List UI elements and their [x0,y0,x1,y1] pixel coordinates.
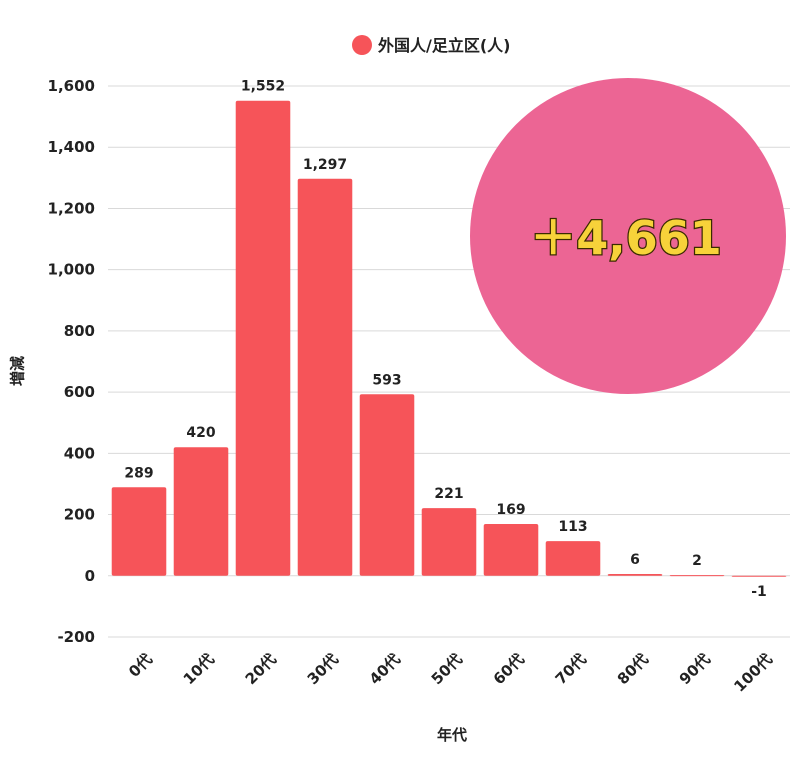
x-tick-label: 70代 [552,650,590,688]
x-tick-label: 10代 [180,650,218,688]
legend-label: 外国人/足立区(人) [377,36,510,55]
bar [421,508,477,576]
y-tick-label: 0 [85,567,95,585]
data-label: 1,297 [303,157,347,173]
x-axis-title: 年代 [437,726,467,744]
data-label: 169 [496,502,525,518]
bar [297,178,353,576]
badge-circle [470,78,786,394]
x-tick-label: 80代 [614,650,652,688]
data-label: 6 [630,552,640,568]
y-tick-label: 1,000 [48,261,95,279]
legend-swatch [352,35,372,55]
data-label: 289 [124,465,153,481]
y-axis-title: 増減 [9,356,27,386]
x-tick-label: 0代 [125,650,156,681]
y-tick-label: 600 [64,383,95,401]
x-tick-label: 40代 [366,650,404,688]
y-tick-label: 1,200 [48,199,95,217]
y-tick-label: -200 [57,628,95,646]
x-tick-label: 30代 [304,650,342,688]
data-label: 2 [692,553,702,569]
bar [359,394,415,576]
bar [545,541,601,576]
data-label: 420 [186,425,215,441]
bar [235,100,291,576]
legend: 外国人/足立区(人) [352,35,510,55]
y-tick-label: 1,600 [48,77,95,95]
data-label: 113 [558,519,587,535]
x-tick-label: 20代 [242,650,280,688]
y-tick-label: 400 [64,444,95,462]
x-tick-label: 50代 [428,650,466,688]
y-tick-label: 800 [64,322,95,340]
y-tick-label: 200 [64,506,95,524]
bar [731,575,787,577]
data-label: 221 [434,486,463,502]
bar [669,575,725,577]
data-label: 1,552 [241,79,285,95]
bar [607,573,663,576]
x-axis-ticks: 0代 10代 20代 30代 40代 50代 60代 70代 80代 90代 100代 [125,650,776,695]
bar [483,524,539,576]
y-axis-ticks: -200 0 200 400 600 800 1,000 1,200 1,400 1,600 [48,77,95,646]
data-labels: 289 420 1,552 1,297 593 221 169 113 6 2 -1 [124,79,766,600]
data-label: -1 [751,584,767,600]
x-tick-label: 60代 [490,650,528,688]
x-tick-label: 90代 [676,650,714,688]
bars [111,100,787,577]
total-badge: ＋4,661 [470,78,786,394]
y-tick-label: 1,400 [48,138,95,156]
badge-text: ＋4,661 [530,211,722,265]
bar [111,487,167,576]
x-tick-label: 100代 [730,650,775,695]
data-label: 593 [372,372,401,388]
bar [173,447,229,576]
